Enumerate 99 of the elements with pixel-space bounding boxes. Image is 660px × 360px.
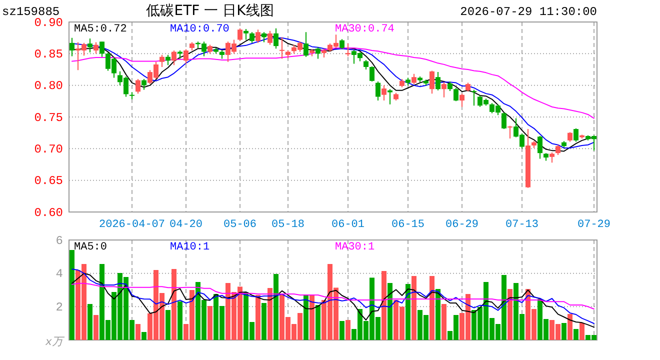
candlestick	[412, 73, 416, 85]
candlestick	[340, 38, 344, 50]
text: 2026-07-29 11:30:00	[460, 5, 597, 19]
candlestick	[538, 136, 542, 160]
candlestick	[574, 128, 578, 142]
bar	[430, 276, 434, 340]
candlestick	[460, 93, 464, 108]
candlestick	[382, 84, 386, 102]
candlestick	[268, 30, 272, 46]
candlestick	[304, 32, 308, 58]
x-tick-label: 05-06	[223, 218, 257, 231]
x-tick-label: 04-20	[169, 218, 203, 231]
candlestick	[166, 54, 170, 66]
candlestick	[370, 66, 374, 82]
candlestick	[274, 28, 278, 50]
bar	[142, 332, 146, 340]
y-tick-label: 0.60	[34, 206, 63, 220]
bar	[262, 303, 266, 340]
x-tick-label: 07-29	[577, 218, 611, 231]
bar	[412, 276, 416, 340]
bar	[94, 315, 98, 340]
candlestick	[550, 152, 554, 164]
candlestick	[244, 28, 248, 40]
series-label: MA10:0.70	[170, 24, 230, 36]
x-tick-label: 2026-04-07	[98, 218, 166, 231]
bar	[70, 250, 74, 340]
candlestick	[160, 54, 164, 68]
candlestick	[472, 89, 476, 106]
bar	[562, 323, 566, 340]
bar	[340, 321, 344, 340]
text: MA30:1	[335, 242, 376, 254]
y-axis-title: x万	[44, 336, 65, 349]
candlestick	[136, 78, 140, 94]
bar	[274, 274, 278, 340]
bar	[508, 289, 512, 340]
candlestick	[94, 42, 98, 54]
y-tick-label: 0.85	[34, 48, 63, 62]
candlestick	[256, 29, 260, 44]
candlestick	[316, 46, 320, 60]
bar	[382, 271, 386, 340]
text: MA10:1	[170, 242, 210, 254]
y-tick-label: 0.65	[34, 174, 63, 188]
bar	[580, 323, 584, 340]
candlestick	[448, 81, 452, 92]
series-label: MA30:0.74	[335, 24, 395, 36]
candlestick	[376, 81, 380, 102]
bar	[304, 295, 308, 340]
candlestick	[508, 125, 512, 140]
bar	[442, 304, 446, 340]
candlestick	[442, 82, 446, 98]
candlestick	[280, 36, 284, 60]
y-tick-label: 0.75	[34, 110, 63, 125]
bar	[208, 306, 212, 340]
candlestick	[556, 144, 560, 156]
y-tick-label: 0.80	[34, 79, 63, 94]
candlestick	[364, 60, 368, 70]
bar	[316, 305, 320, 340]
bar	[436, 289, 440, 340]
chart-title: 低碳ETF 一 日K线图	[146, 3, 274, 19]
bar	[310, 295, 314, 340]
bar	[172, 269, 176, 340]
bar	[268, 288, 272, 340]
candlestick	[346, 43, 350, 57]
series-label: MA5:0.72	[74, 24, 127, 36]
bar	[574, 329, 578, 340]
candlestick	[430, 70, 434, 94]
candlestick	[568, 132, 572, 142]
bar	[388, 283, 392, 340]
text: MA5:0	[74, 242, 108, 254]
candlestick	[88, 38, 92, 53]
x-tick-label: 07-13	[505, 218, 539, 231]
candlestick	[142, 78, 146, 90]
candlestick	[238, 28, 242, 42]
y-tick-label: 6	[56, 234, 63, 248]
y-tick-label: 0.70	[34, 142, 63, 157]
y-tick-label: 2	[56, 300, 63, 315]
candlestick	[172, 50, 176, 66]
line-series	[72, 282, 594, 310]
bar	[406, 284, 410, 340]
bar	[178, 301, 182, 340]
candlestick	[250, 32, 254, 44]
candlestick	[436, 72, 440, 91]
x-tick-label: 06-29	[445, 218, 479, 231]
y-tick-label: 4	[56, 267, 63, 282]
bar	[166, 310, 170, 340]
bar	[346, 320, 350, 340]
candlestick	[388, 88, 392, 105]
x-tick-label: 06-01	[331, 218, 365, 231]
candlestick	[502, 112, 506, 130]
x-tick-label: 05-18	[271, 218, 305, 231]
candlestick	[454, 87, 458, 102]
bar	[568, 314, 572, 340]
bar	[256, 295, 260, 340]
candlestick	[262, 32, 266, 43]
x-tick-label: 06-15	[391, 218, 425, 231]
candlestick	[100, 41, 104, 58]
bar	[88, 304, 92, 340]
candlestick	[184, 48, 188, 64]
bar	[136, 324, 140, 340]
